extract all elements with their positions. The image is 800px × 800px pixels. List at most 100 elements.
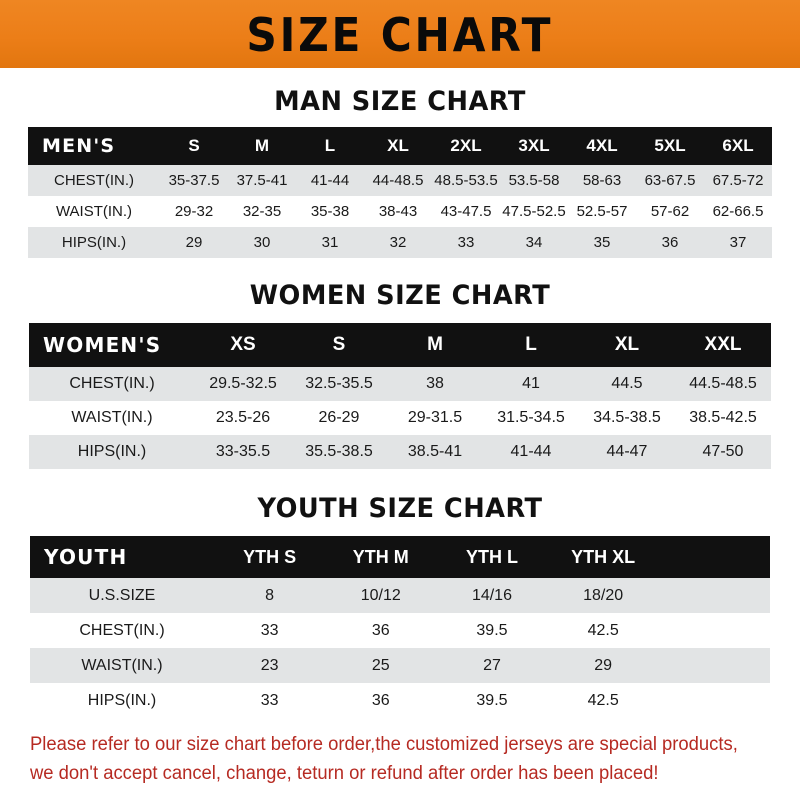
disclaimer-note: Please refer to our size chart before or… [30, 730, 756, 788]
women-size-table: WOMEN'S XS S M L XL XXL CHEST(IN.) 29.5-… [29, 323, 771, 469]
youth-row-label-waist: WAIST(IN.) [30, 648, 214, 683]
youth-chest-blank [658, 613, 770, 648]
man-chest-5xl: 63-67.5 [636, 165, 704, 196]
man-size-col-6xl: 6XL [704, 127, 772, 165]
women-waist-m: 29-31.5 [387, 401, 483, 435]
table-row: CHEST(IN.) 35-37.5 37.5-41 41-44 44-48.5… [28, 165, 772, 196]
man-row-label-hips: HIPS(IN.) [28, 227, 160, 258]
youth-hips-blank [658, 683, 770, 718]
youth-row-label-ussize: U.S.SIZE [30, 578, 214, 613]
man-hips-4xl: 35 [568, 227, 636, 258]
man-row-label-waist: WAIST(IN.) [28, 196, 160, 227]
youth-ussize-xl: 18/20 [547, 578, 659, 613]
women-size-col-l: L [483, 323, 579, 367]
women-waist-s: 26-29 [291, 401, 387, 435]
women-chest-xxl: 44.5-48.5 [675, 367, 771, 401]
youth-row-label-hips: HIPS(IN.) [30, 683, 214, 718]
page-banner: SIZE CHART [0, 0, 800, 68]
man-size-table: MEN'S S M L XL 2XL 3XL 4XL 5XL 6XL CHEST… [28, 127, 772, 258]
man-size-col-3xl: 3XL [500, 127, 568, 165]
man-chest-2xl: 48.5-53.5 [432, 165, 500, 196]
women-row-label-hips: HIPS(IN.) [29, 435, 195, 469]
women-waist-xs: 23.5-26 [195, 401, 291, 435]
man-size-col-4xl: 4XL [568, 127, 636, 165]
man-hips-5xl: 36 [636, 227, 704, 258]
youth-ussize-blank [658, 578, 770, 613]
women-hips-xl: 44-47 [579, 435, 675, 469]
women-header-row: WOMEN'S XS S M L XL XXL [29, 323, 771, 367]
man-waist-m: 32-35 [228, 196, 296, 227]
youth-row-label-chest: CHEST(IN.) [30, 613, 214, 648]
youth-chest-xl: 42.5 [547, 613, 659, 648]
man-size-col-m: M [228, 127, 296, 165]
women-chest-l: 41 [483, 367, 579, 401]
man-waist-2xl: 43-47.5 [432, 196, 500, 227]
table-row: HIPS(IN.) 33 36 39.5 42.5 [30, 683, 770, 718]
youth-hips-m: 36 [325, 683, 437, 718]
women-chest-xs: 29.5-32.5 [195, 367, 291, 401]
man-waist-l: 35-38 [296, 196, 364, 227]
women-corner-label: WOMEN'S [29, 323, 195, 367]
women-size-col-xxl: XXL [675, 323, 771, 367]
women-chest-xl: 44.5 [579, 367, 675, 401]
women-waist-xxl: 38.5-42.5 [675, 401, 771, 435]
women-size-col-xl: XL [579, 323, 675, 367]
man-chest-3xl: 53.5-58 [500, 165, 568, 196]
table-row: HIPS(IN.) 29 30 31 32 33 34 35 36 37 [28, 227, 772, 258]
women-hips-s: 35.5-38.5 [291, 435, 387, 469]
man-waist-s: 29-32 [160, 196, 228, 227]
youth-waist-l: 27 [436, 648, 548, 683]
women-waist-l: 31.5-34.5 [483, 401, 579, 435]
man-hips-s: 29 [160, 227, 228, 258]
man-hips-3xl: 34 [500, 227, 568, 258]
disclaimer-line-1: Please refer to our size chart before or… [30, 734, 738, 755]
man-chest-m: 37.5-41 [228, 165, 296, 196]
youth-ussize-s: 8 [214, 578, 326, 613]
man-hips-m: 30 [228, 227, 296, 258]
table-row: CHEST(IN.) 29.5-32.5 32.5-35.5 38 41 44.… [29, 367, 771, 401]
table-row: U.S.SIZE 8 10/12 14/16 18/20 [30, 578, 770, 613]
man-size-col-l: L [296, 127, 364, 165]
youth-chest-l: 39.5 [436, 613, 548, 648]
women-chest-m: 38 [387, 367, 483, 401]
women-hips-xs: 33-35.5 [195, 435, 291, 469]
women-size-col-xs: XS [195, 323, 291, 367]
women-size-col-m: M [387, 323, 483, 367]
youth-waist-s: 23 [214, 648, 326, 683]
man-waist-6xl: 62-66.5 [704, 196, 772, 227]
man-chest-4xl: 58-63 [568, 165, 636, 196]
women-waist-xl: 34.5-38.5 [579, 401, 675, 435]
man-header-row: MEN'S S M L XL 2XL 3XL 4XL 5XL 6XL [28, 127, 772, 165]
man-size-col-5xl: 5XL [636, 127, 704, 165]
man-size-col-xl: XL [364, 127, 432, 165]
women-chest-s: 32.5-35.5 [291, 367, 387, 401]
table-row: CHEST(IN.) 33 36 39.5 42.5 [30, 613, 770, 648]
man-chest-l: 41-44 [296, 165, 364, 196]
youth-hips-xl: 42.5 [547, 683, 659, 718]
youth-hips-l: 39.5 [436, 683, 548, 718]
women-hips-l: 41-44 [483, 435, 579, 469]
page-title: SIZE CHART [246, 8, 554, 62]
man-chart-wrap: MEN'S S M L XL 2XL 3XL 4XL 5XL 6XL CHEST… [0, 117, 800, 258]
man-chest-s: 35-37.5 [160, 165, 228, 196]
man-hips-2xl: 33 [432, 227, 500, 258]
man-waist-4xl: 52.5-57 [568, 196, 636, 227]
youth-chart-wrap: YOUTH YTH S YTH M YTH L YTH XL U.S.SIZE … [0, 524, 800, 718]
man-chest-6xl: 67.5-72 [704, 165, 772, 196]
youth-waist-blank [658, 648, 770, 683]
youth-corner-label: YOUTH [30, 536, 214, 578]
women-hips-m: 38.5-41 [387, 435, 483, 469]
man-section-title: MAN SIZE CHART [274, 86, 526, 117]
youth-size-col-xl: YTH XL [547, 536, 659, 578]
women-size-col-s: S [291, 323, 387, 367]
women-chart-wrap: WOMEN'S XS S M L XL XXL CHEST(IN.) 29.5-… [0, 311, 800, 469]
women-row-label-waist: WAIST(IN.) [29, 401, 195, 435]
women-hips-xxl: 47-50 [675, 435, 771, 469]
youth-header-row: YOUTH YTH S YTH M YTH L YTH XL [30, 536, 770, 578]
youth-waist-m: 25 [325, 648, 437, 683]
man-waist-3xl: 47.5-52.5 [500, 196, 568, 227]
man-waist-xl: 38-43 [364, 196, 432, 227]
women-row-label-chest: CHEST(IN.) [29, 367, 195, 401]
table-row: WAIST(IN.) 29-32 32-35 35-38 38-43 43-47… [28, 196, 772, 227]
youth-waist-xl: 29 [547, 648, 659, 683]
